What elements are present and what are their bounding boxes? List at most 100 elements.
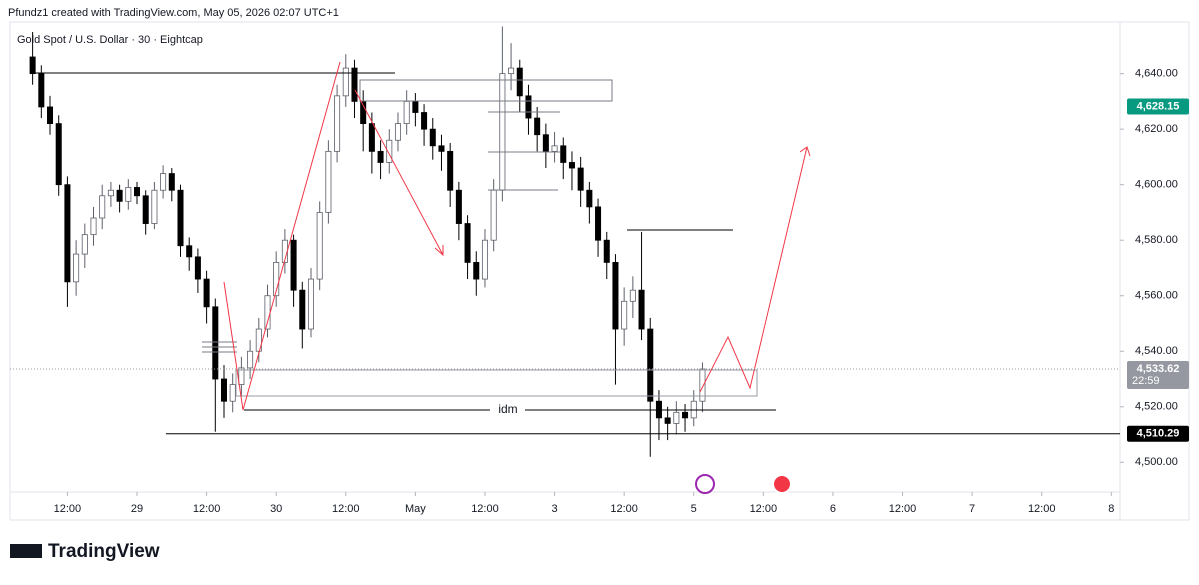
x-tick-label: 12:00 [54,503,82,515]
candle-body [516,67,523,97]
price-label: 4,628.15 [1137,100,1180,112]
x-tick-label: 12:00 [471,503,499,515]
y-tick-label: 4,520.00 [1135,401,1178,413]
candle-body [490,189,497,241]
candle-body [612,262,619,330]
x-tick-label: 12:00 [193,503,221,515]
y-tick-label: 4,620.00 [1135,123,1178,135]
candle-body [125,187,132,202]
candle-body [464,223,471,263]
path-arrow [699,146,808,393]
candle-body [525,95,532,119]
candle-body [447,150,454,191]
candle-body [699,368,706,402]
plot [29,26,706,457]
x-tick-label: 12:00 [610,503,638,515]
path-arrow [223,61,341,411]
candle-body [481,239,488,280]
price-label-box [1127,360,1189,389]
x-tick-label: May [405,503,426,515]
candle-body [55,123,62,186]
candle-body [90,217,97,236]
candle-body [473,262,480,280]
x-tick-label: 12:00 [332,503,360,515]
candle-body [638,289,645,330]
candle-body [160,173,167,191]
candle-body [73,253,80,283]
candle-body [325,150,332,213]
x-tick-label: 29 [131,503,143,515]
candle-body [299,289,306,330]
drawings [35,61,811,494]
candle-body [629,289,636,302]
candle-body [116,189,123,202]
candle-body [351,67,358,102]
candle-body [168,173,175,191]
candle-body [212,306,219,380]
annotation-bg [494,402,522,418]
candle-body [290,239,297,291]
price-countdown: 22:59 [1132,375,1160,387]
candle-body [273,262,280,297]
x-tick-label: 3 [551,503,557,515]
y-tick-label: 4,600.00 [1135,179,1178,191]
x-tick-label: 6 [830,503,836,515]
logo-mark [10,544,42,558]
candle-body [542,134,549,152]
candle-body [47,106,54,125]
candle-body [499,73,506,191]
candle-body [603,239,610,263]
x-tick-label: 8 [1108,503,1114,515]
x-tick-label: 7 [969,503,975,515]
event-icon[interactable] [772,474,792,494]
candle-body [38,73,45,108]
candle-body [229,384,236,402]
candle-body [429,128,436,147]
y-tick-label: 4,500.00 [1135,456,1178,468]
x-tick-label: 12:00 [889,503,917,515]
candle-body [99,195,106,219]
y-tick-label: 4,540.00 [1135,345,1178,357]
candle-body [64,184,71,283]
y-tick-label: 4,580.00 [1135,234,1178,246]
candle-body [386,139,393,163]
header: Pfundz1 created with TradingView.com, Ma… [8,7,339,19]
candle-body [577,167,584,191]
candle-body [29,56,36,75]
candle-body [334,95,341,152]
candle-body [508,67,515,75]
candle-body [177,189,184,247]
candle-body [186,245,193,258]
candle-body [203,278,210,308]
annotation: idm [498,402,517,416]
candle-body [142,195,149,224]
x-tick-label: 5 [691,503,697,515]
arrow-head [434,245,444,257]
candle-body [595,206,602,241]
frame [9,21,1190,521]
candle-body [307,278,314,330]
candle-body [133,187,141,197]
candle-body [621,300,628,330]
candle-body [220,378,228,402]
candle-body [238,367,245,385]
candle-body [682,411,689,419]
path-arrow [354,89,444,256]
candle-body [403,100,410,125]
x-tick-label: 30 [270,503,282,515]
event-icon[interactable] [695,474,715,494]
candle-body [394,123,401,141]
candle-body [107,189,114,197]
zone [235,369,758,397]
arrow-head [799,146,811,157]
x-tick-label: 12:00 [750,503,778,515]
logo: TradingView [48,541,160,562]
candle-body [247,350,254,369]
candle-body [194,256,201,280]
candle-body [568,162,575,169]
y-tick-label: 4,640.00 [1135,68,1178,80]
candle-body [151,189,158,224]
candle-body [421,112,428,130]
candle-body [455,189,462,224]
candle-body [412,100,419,113]
